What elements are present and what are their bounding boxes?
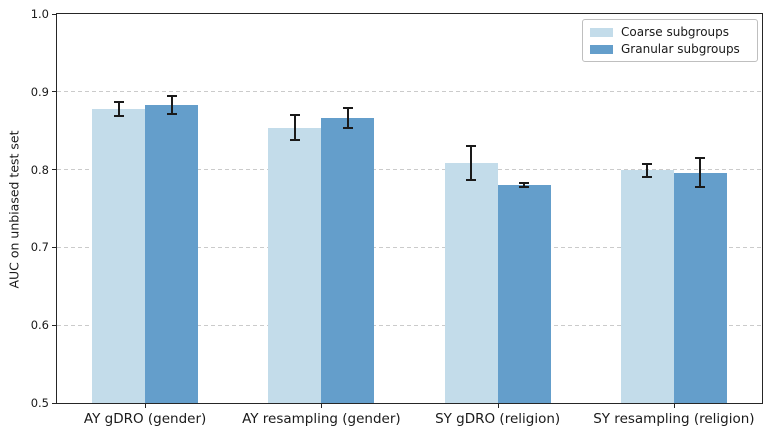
y-tick-label: 1.0 <box>30 7 49 21</box>
error-bar-cap <box>289 114 300 117</box>
x-tick <box>497 404 499 408</box>
error-bar-cap <box>642 163 653 166</box>
gridline <box>57 169 762 171</box>
error-bar <box>699 157 702 188</box>
error-bar-cap <box>166 94 177 97</box>
error-bar <box>117 101 120 116</box>
y-tick <box>52 169 56 171</box>
bar-coarse <box>444 163 498 403</box>
y-axis-label: AUC on unbiased test set <box>6 130 22 289</box>
error-bar-cap <box>466 179 477 182</box>
legend-swatch-coarse-icon <box>590 27 613 37</box>
error-bar-cap <box>289 139 300 142</box>
y-tick-label: 0.9 <box>30 84 49 99</box>
error-bar <box>646 164 649 177</box>
y-tick-label: 0.6 <box>30 318 49 333</box>
error-bar <box>170 95 173 115</box>
bar-granular <box>145 105 199 403</box>
y-tick <box>52 13 56 15</box>
gridline <box>57 324 762 326</box>
y-tick <box>52 324 56 326</box>
bar-coarse <box>268 127 322 403</box>
gridline <box>57 91 762 93</box>
error-bar-cap <box>519 186 530 189</box>
y-tick <box>52 402 56 404</box>
bar-granular <box>497 185 551 403</box>
bar-granular <box>321 118 375 403</box>
error-bar <box>293 115 296 141</box>
error-bar-cap <box>695 156 706 159</box>
error-bar-cap <box>642 175 653 178</box>
error-bar <box>470 146 473 181</box>
y-tick <box>52 91 56 93</box>
x-tick <box>321 404 323 408</box>
y-tick-label: 0.5 <box>30 396 49 410</box>
x-tick-label: SY gDRO (religion) <box>435 411 561 427</box>
error-bar-cap <box>113 114 124 117</box>
legend: Coarse subgroups Granular subgroups <box>582 19 758 62</box>
legend-label-granular: Granular subgroups <box>621 42 740 56</box>
error-bar-cap <box>113 100 124 103</box>
x-tick-label: SY resampling (religion) <box>593 411 755 427</box>
legend-item-coarse: Coarse subgroups <box>590 25 749 39</box>
y-tick-label: 0.8 <box>30 162 49 177</box>
bar-granular <box>673 172 727 403</box>
legend-label-coarse: Coarse subgroups <box>621 25 730 39</box>
plot-area <box>56 13 763 404</box>
x-tick <box>145 404 147 408</box>
bar-coarse <box>92 108 146 403</box>
error-bar-cap <box>466 145 477 148</box>
legend-swatch-granular-icon <box>590 44 613 54</box>
bar-coarse <box>620 170 674 403</box>
x-tick-label: AY gDRO (gender) <box>83 411 207 427</box>
x-tick <box>673 404 675 408</box>
error-bar-cap <box>342 107 353 110</box>
error-bar-cap <box>166 113 177 116</box>
y-tick <box>52 246 56 248</box>
x-tick-label: AY resampling (gender) <box>242 411 401 427</box>
y-tick-label: 0.7 <box>30 240 49 255</box>
error-bar <box>523 182 526 188</box>
error-bar-cap <box>519 181 530 184</box>
legend-item-granular: Granular subgroups <box>590 42 749 56</box>
error-bar-cap <box>342 127 353 130</box>
gridline <box>57 246 762 248</box>
error-bar <box>346 108 349 129</box>
error-bar-cap <box>695 186 706 189</box>
